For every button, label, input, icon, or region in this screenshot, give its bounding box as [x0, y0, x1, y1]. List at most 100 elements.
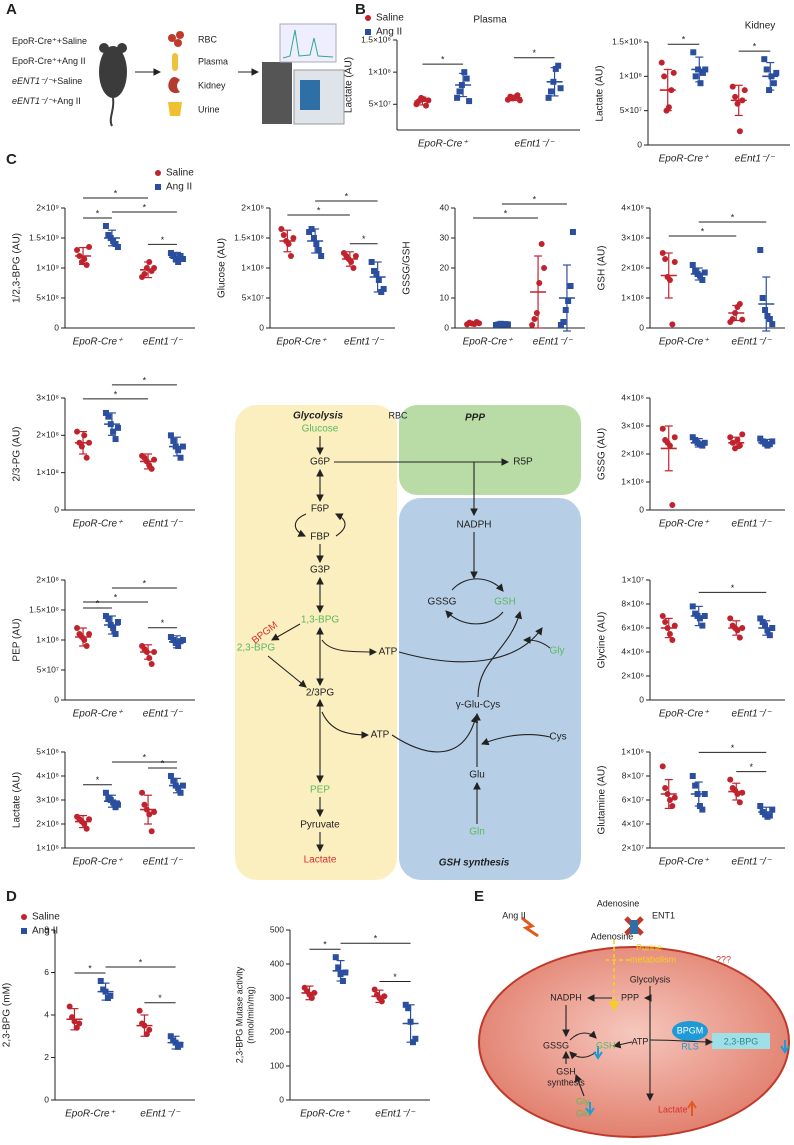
data-point — [557, 85, 564, 92]
y-tick-label: 3×10⁸ — [36, 392, 59, 402]
data-point — [689, 603, 696, 610]
node: NADPH — [456, 520, 491, 531]
data-point — [146, 655, 153, 661]
data-point — [761, 56, 768, 63]
data-point — [81, 637, 88, 643]
data-point — [146, 1026, 153, 1033]
chart: 1×10⁸ 2×10⁸ 3×10⁸ 4×10⁸ 5×10⁸ Lactate (AU) Epo… — [12, 746, 195, 868]
y-axis-label: GSSG/GSH — [402, 241, 413, 294]
node: R5P — [513, 457, 533, 468]
data-point — [699, 69, 706, 76]
data-point — [732, 93, 739, 100]
significance-label: * — [143, 578, 147, 588]
node: BPGM — [677, 1025, 704, 1035]
x-tick-label: EpoR-Cre⁺ — [300, 1109, 350, 1120]
y-tick-label: 0 — [639, 504, 644, 514]
down-arrow — [585, 1102, 595, 1116]
data-point — [380, 286, 387, 292]
data-point — [769, 806, 776, 813]
genotype: EpoR-Cre⁺ — [12, 36, 57, 46]
down-arrow — [593, 1046, 603, 1060]
y-tick-label: 3×10⁸ — [36, 794, 59, 804]
significance-label: * — [317, 205, 321, 215]
y-axis-label: GSH (AU) — [597, 246, 608, 291]
group-label: EpoR-Cre⁺+Saline — [12, 36, 87, 46]
data-point — [175, 447, 182, 454]
significance-label: * — [504, 208, 508, 218]
y-axis-label: PEP (AU) — [12, 618, 23, 661]
legend-label: Ang II — [376, 27, 402, 38]
legend-label: Saline — [32, 912, 60, 923]
y-tick-label: 500 — [270, 924, 284, 934]
x-tick-label: EpoR-Cre⁺ — [73, 857, 123, 868]
data-point — [736, 634, 743, 641]
y-tick-label: 1×10⁹ — [36, 262, 59, 272]
data-point — [114, 244, 121, 250]
data-point — [285, 241, 292, 247]
node: ATP — [632, 1036, 649, 1046]
y-axis-label: 2/3-PG (AU) — [12, 426, 23, 481]
node: Gly — [576, 1096, 590, 1106]
y-axis-label: Glutamine (AU) — [597, 766, 608, 835]
legend-marker — [155, 184, 161, 190]
significance-label: * — [158, 993, 162, 1003]
data-point — [105, 413, 112, 420]
legend-marker — [365, 29, 371, 35]
y-tick-label: 4 — [44, 1009, 49, 1019]
node: Glycolysis — [630, 974, 671, 984]
node: Cys — [549, 732, 566, 743]
node: 2,3-BPG — [724, 1036, 759, 1046]
data-point — [402, 1001, 409, 1008]
x-tick-label: eEnt1⁻/⁻ — [143, 709, 183, 720]
data-point — [669, 803, 676, 809]
gsh-region — [399, 498, 581, 880]
data-point — [671, 434, 678, 441]
chart: 0 2 4 6 8 2,3-BPG (mM) EpoR-Cre⁺ eEnt1⁻/⁻ * * * Sal… — [2, 912, 195, 1120]
node: NADPH — [550, 992, 582, 1002]
y-tick-label: 1×10⁸ — [619, 71, 642, 81]
genotype: EpoR-Cre⁺ — [12, 56, 57, 66]
node: GSH — [556, 1066, 576, 1076]
panel-label: A — [6, 1, 17, 18]
data-point — [107, 992, 114, 999]
y-tick-label: 2×10⁸ — [36, 430, 59, 440]
treatment: +Saline — [52, 76, 82, 86]
data-point — [456, 88, 463, 95]
significance-label: * — [114, 592, 118, 602]
data-point — [699, 806, 706, 813]
panel-e: Adenosine ENT1 Adenosine Ang II Purine m… — [478, 898, 790, 1138]
ent1-transporter — [630, 920, 638, 934]
data-point — [141, 801, 148, 808]
data-point — [739, 789, 746, 796]
node: Pyruvate — [300, 820, 340, 831]
data-point — [412, 1035, 419, 1042]
mouse-icon — [99, 43, 127, 127]
data-point — [313, 241, 320, 247]
node: Lactate — [658, 1104, 688, 1114]
data-point — [662, 619, 669, 625]
data-point — [175, 643, 182, 649]
data-point — [757, 615, 764, 622]
y-tick-label: 1×10⁸ — [241, 262, 264, 272]
data-point — [759, 295, 766, 301]
y-tick-label: 4×10⁸ — [621, 202, 644, 212]
data-point — [86, 244, 93, 250]
data-point — [66, 1003, 73, 1010]
sample-label: Plasma — [198, 56, 228, 66]
significance-label: * — [345, 191, 349, 201]
y-tick-label: 2 — [44, 1052, 49, 1062]
data-point — [769, 438, 776, 445]
y-tick-label: 8×10⁷ — [622, 770, 644, 780]
y-tick-label: 2×10⁸ — [36, 574, 59, 584]
data-point — [671, 259, 678, 265]
chart: 5×10⁷ 1×10⁸ 1.5×10⁸ Lactate (AU) Plasma EpoR-… — [344, 13, 580, 150]
data-point — [74, 625, 81, 631]
data-point — [280, 232, 287, 238]
x-tick-label: eEnt1⁻/⁻ — [533, 337, 573, 348]
data-point — [763, 66, 770, 73]
arrows — [267, 436, 551, 853]
sample-icons — [168, 31, 184, 116]
data-point — [315, 247, 322, 253]
node: Gln — [469, 827, 485, 838]
data-point — [762, 622, 769, 629]
